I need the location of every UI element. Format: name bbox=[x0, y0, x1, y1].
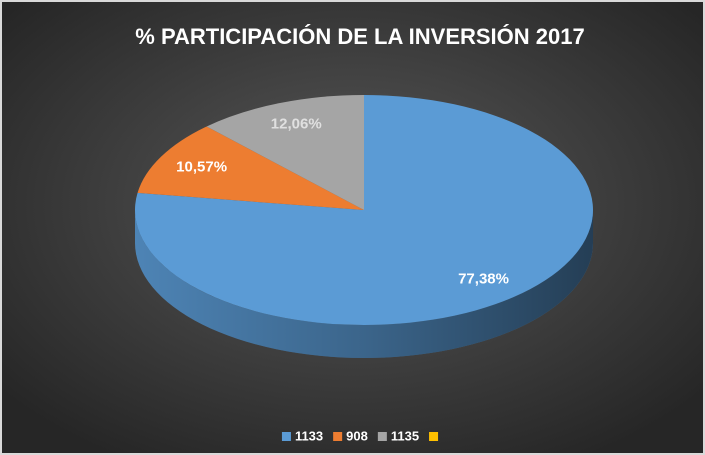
legend-label: 908 bbox=[346, 428, 368, 443]
legend-swatch bbox=[377, 432, 387, 441]
legend-swatch bbox=[281, 432, 291, 441]
data-label: 77,38% bbox=[458, 271, 509, 288]
legend-swatch bbox=[333, 432, 343, 441]
data-label: 12,06% bbox=[271, 115, 322, 132]
chart-title: % PARTICIPACIÓN DE LA INVERSIÓN 2017 bbox=[135, 24, 584, 49]
pie-side-shade bbox=[135, 210, 593, 358]
legend-label: 1133 bbox=[295, 428, 323, 443]
data-label: 10,57% bbox=[176, 158, 227, 175]
pie-slice bbox=[137, 126, 364, 210]
legend-swatch bbox=[429, 432, 439, 441]
pie-slice bbox=[206, 95, 364, 210]
legend-label: 1135 bbox=[391, 428, 419, 443]
